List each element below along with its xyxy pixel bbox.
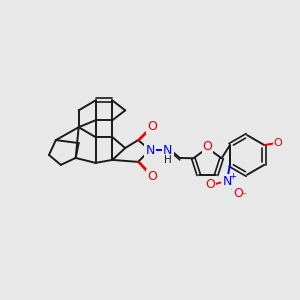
Text: O: O: [147, 120, 157, 133]
Text: ⁻: ⁻: [241, 192, 246, 202]
Text: O: O: [274, 138, 283, 148]
Text: O: O: [233, 187, 243, 200]
Text: H: H: [164, 155, 172, 165]
Text: O: O: [205, 178, 215, 191]
Text: N: N: [163, 143, 172, 157]
Text: N: N: [145, 143, 155, 157]
Text: +: +: [230, 172, 236, 181]
Text: N: N: [222, 175, 232, 188]
Text: O: O: [147, 170, 157, 183]
Text: O: O: [202, 140, 212, 152]
